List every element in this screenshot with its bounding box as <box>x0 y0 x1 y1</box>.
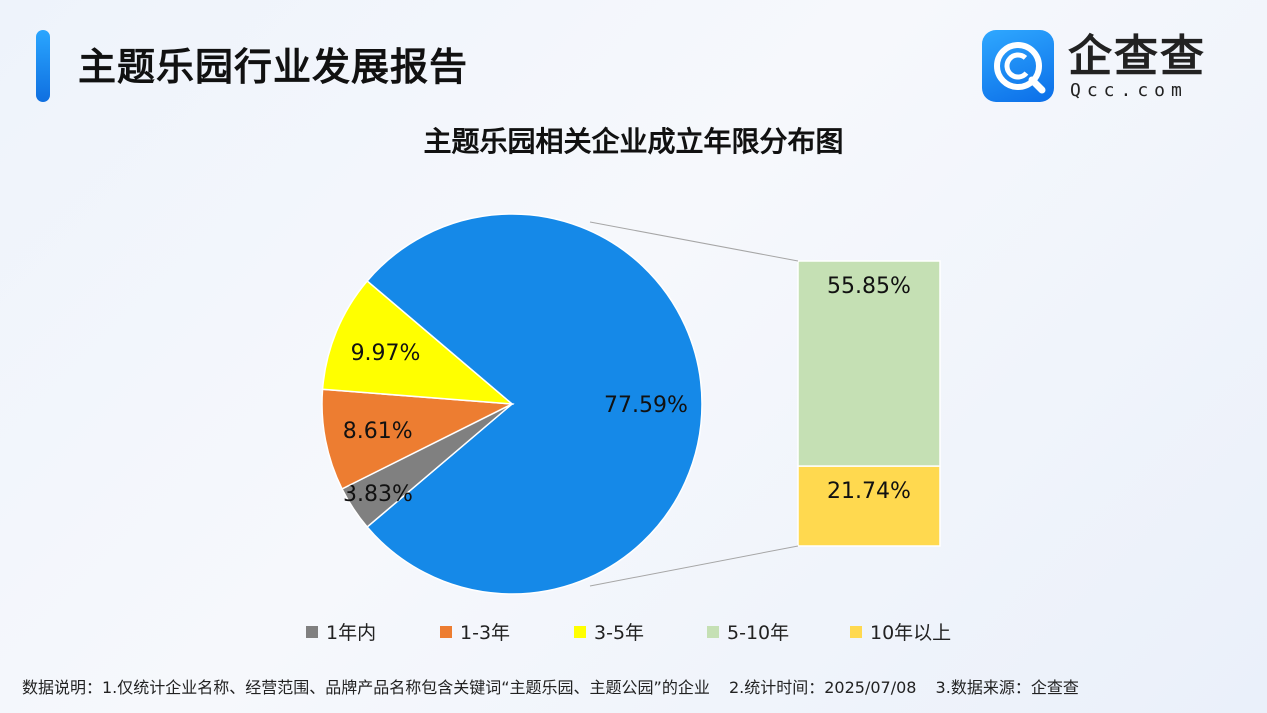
legend-label: 5-10年 <box>727 622 790 644</box>
chart-legend: 1年内 1-3年 3-5年 5-10年 10年以上 <box>0 618 1267 644</box>
slice-data-label: 77.59% <box>604 393 688 418</box>
title-accent-bar <box>36 30 50 102</box>
slice-data-label: 8.61% <box>343 419 413 444</box>
footnote-scope: 数据说明：1.仅统计企业名称、经营范围、品牌产品名称包含关键词“主题乐园、主题公… <box>22 678 710 697</box>
pie-slice <box>321 279 515 405</box>
breakdown-data-label: 21.74% <box>827 479 911 504</box>
breakdown-bar-segment <box>797 260 941 467</box>
logo-domain: Qcc.com <box>1070 80 1188 101</box>
legend-swatch <box>850 625 862 638</box>
legend-swatch <box>440 625 452 638</box>
brand-logo: 企查查 Qcc.com <box>982 30 1222 102</box>
legend-swatch <box>707 625 719 638</box>
pie-slice <box>321 388 515 490</box>
page-title: 主题乐园行业发展报告 <box>78 45 469 89</box>
legend-item: 10年以上 <box>850 618 951 645</box>
breakdown-bar-segment <box>797 465 941 547</box>
footnote: 数据说明：1.仅统计企业名称、经营范围、品牌产品名称包含关键词“主题乐园、主题公… <box>22 674 1093 698</box>
connector-line <box>589 221 799 262</box>
chart-title: 主题乐园相关企业成立年限分布图 <box>423 125 844 158</box>
slice-data-label: 9.97% <box>351 341 421 366</box>
logo-name: 企查查 <box>1068 31 1206 82</box>
legend-swatch <box>574 625 586 638</box>
legend-swatch <box>306 625 318 638</box>
legend-item: 1年内 <box>306 618 376 645</box>
legend-label: 10年以上 <box>870 622 952 644</box>
pie-slice <box>366 213 703 595</box>
legend-label: 3-5年 <box>594 622 645 644</box>
legend-label: 1年内 <box>326 622 377 644</box>
legend-item: 3-5年 <box>574 618 644 645</box>
slice-data-label: 3.83% <box>343 482 413 507</box>
legend-item: 5-10年 <box>707 618 789 645</box>
footnote-source: 3.数据来源：企查查 <box>935 678 1079 697</box>
breakdown-data-label: 55.85% <box>827 274 911 299</box>
logo-icon <box>982 30 1054 102</box>
legend-label: 1-3年 <box>460 622 511 644</box>
legend-item: 1-3年 <box>440 618 510 645</box>
footnote-date: 2.统计时间：2025/07/08 <box>728 678 917 697</box>
connector-line <box>589 545 799 587</box>
